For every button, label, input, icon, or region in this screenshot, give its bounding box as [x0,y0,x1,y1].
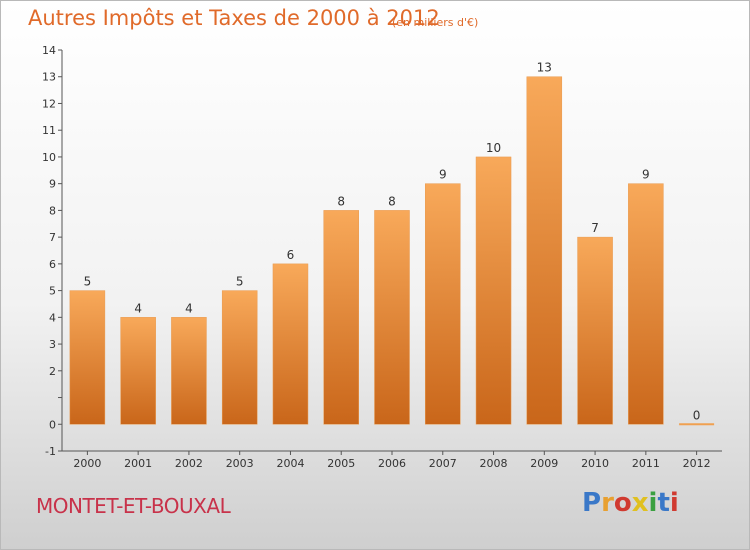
data-label-2003: 5 [236,275,244,289]
data-label-2008: 10 [486,141,501,155]
bar-2012 [679,423,715,426]
data-label-2011: 9 [642,168,650,182]
x-tick-label-2004: 2004 [276,457,304,470]
y-tick-label: -1 [45,445,56,458]
y-tick-label: 13 [42,71,56,84]
data-label-2005: 8 [337,194,345,208]
x-tick-label-2012: 2012 [683,457,711,470]
chart-title: Autres Impôts et Taxes de 2000 à 2012 [28,6,440,30]
commune-name: MONTET-ET-BOUXAL [36,494,231,518]
y-tick-label: 14 [42,44,56,57]
x-tick-label-2009: 2009 [530,457,558,470]
x-tick-label-2006: 2006 [378,457,406,470]
logo-letter: o [613,488,632,518]
y-tick-label: 11 [42,124,56,137]
bar-2008 [475,156,512,425]
bar-2009 [526,76,563,425]
y-tick-label: 10 [42,151,56,164]
bar-2001 [120,317,156,425]
data-label-2010: 7 [591,221,599,235]
y-tick-label: 4 [49,311,56,324]
bar-2010 [577,236,613,425]
y-tick-label: 2 [49,365,56,378]
x-tick-label-2000: 2000 [73,457,101,470]
y-tick-label: 12 [42,97,56,110]
logo-letter: i [648,488,658,518]
y-tick-label: 5 [49,285,56,298]
data-label-2000: 5 [84,275,92,289]
logo-letter: x [631,488,649,518]
logo-letter: t [657,488,670,518]
bar-2000 [69,290,106,425]
data-label-2004: 6 [287,248,295,262]
bar-2003 [221,290,258,425]
data-label-2012: 0 [693,408,701,422]
x-tick-label-2011: 2011 [632,457,660,470]
bar-2011 [628,183,664,425]
y-tick-label: 0 [49,418,56,431]
logo-letter: i [669,488,679,518]
bar-2002 [171,317,207,425]
logo-letter: r [601,488,614,518]
x-tick-label-2005: 2005 [327,457,355,470]
x-tick-label-2002: 2002 [175,457,203,470]
bar-2007 [425,183,461,425]
y-tick-label: 9 [49,178,56,191]
proxiti-logo: Proxiti [582,488,679,518]
y-tick-label: 8 [49,204,56,217]
x-tick-label-2001: 2001 [124,457,152,470]
x-tick-label-2003: 2003 [226,457,254,470]
y-tick-label: 7 [49,231,56,244]
x-tick-label-2008: 2008 [480,457,508,470]
bar-2005 [323,210,359,425]
x-tick-label-2010: 2010 [581,457,609,470]
bar-2004 [272,263,309,425]
data-label-2002: 4 [185,301,193,315]
data-label-2001: 4 [134,301,142,315]
logo-letter: P [582,488,602,518]
y-tick-label: 3 [49,338,56,351]
y-tick-label: 6 [49,258,56,271]
data-label-2006: 8 [388,194,396,208]
chart-subtitle: (en milliers d'€) [392,16,479,29]
data-label-2009: 13 [537,61,552,75]
bar-2006 [374,210,410,425]
x-tick-label-2007: 2007 [429,457,457,470]
data-label-2007: 9 [439,168,447,182]
